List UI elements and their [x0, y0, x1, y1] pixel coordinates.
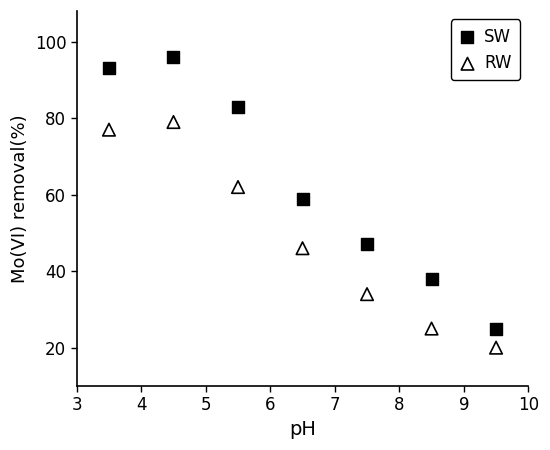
RW [427, 325, 436, 332]
RW [234, 184, 243, 191]
SW [492, 325, 500, 332]
SW [427, 275, 436, 283]
SW [362, 241, 371, 248]
SW [298, 195, 307, 202]
RW [362, 291, 371, 298]
SW [234, 103, 243, 110]
SW [104, 65, 113, 72]
RW [492, 344, 500, 351]
Y-axis label: Mo(VI) removal(%): Mo(VI) removal(%) [11, 114, 29, 283]
RW [169, 118, 178, 126]
RW [298, 245, 307, 252]
SW [169, 54, 178, 61]
X-axis label: pH: pH [289, 420, 316, 439]
RW [104, 126, 113, 133]
Legend: SW, RW: SW, RW [451, 19, 520, 81]
